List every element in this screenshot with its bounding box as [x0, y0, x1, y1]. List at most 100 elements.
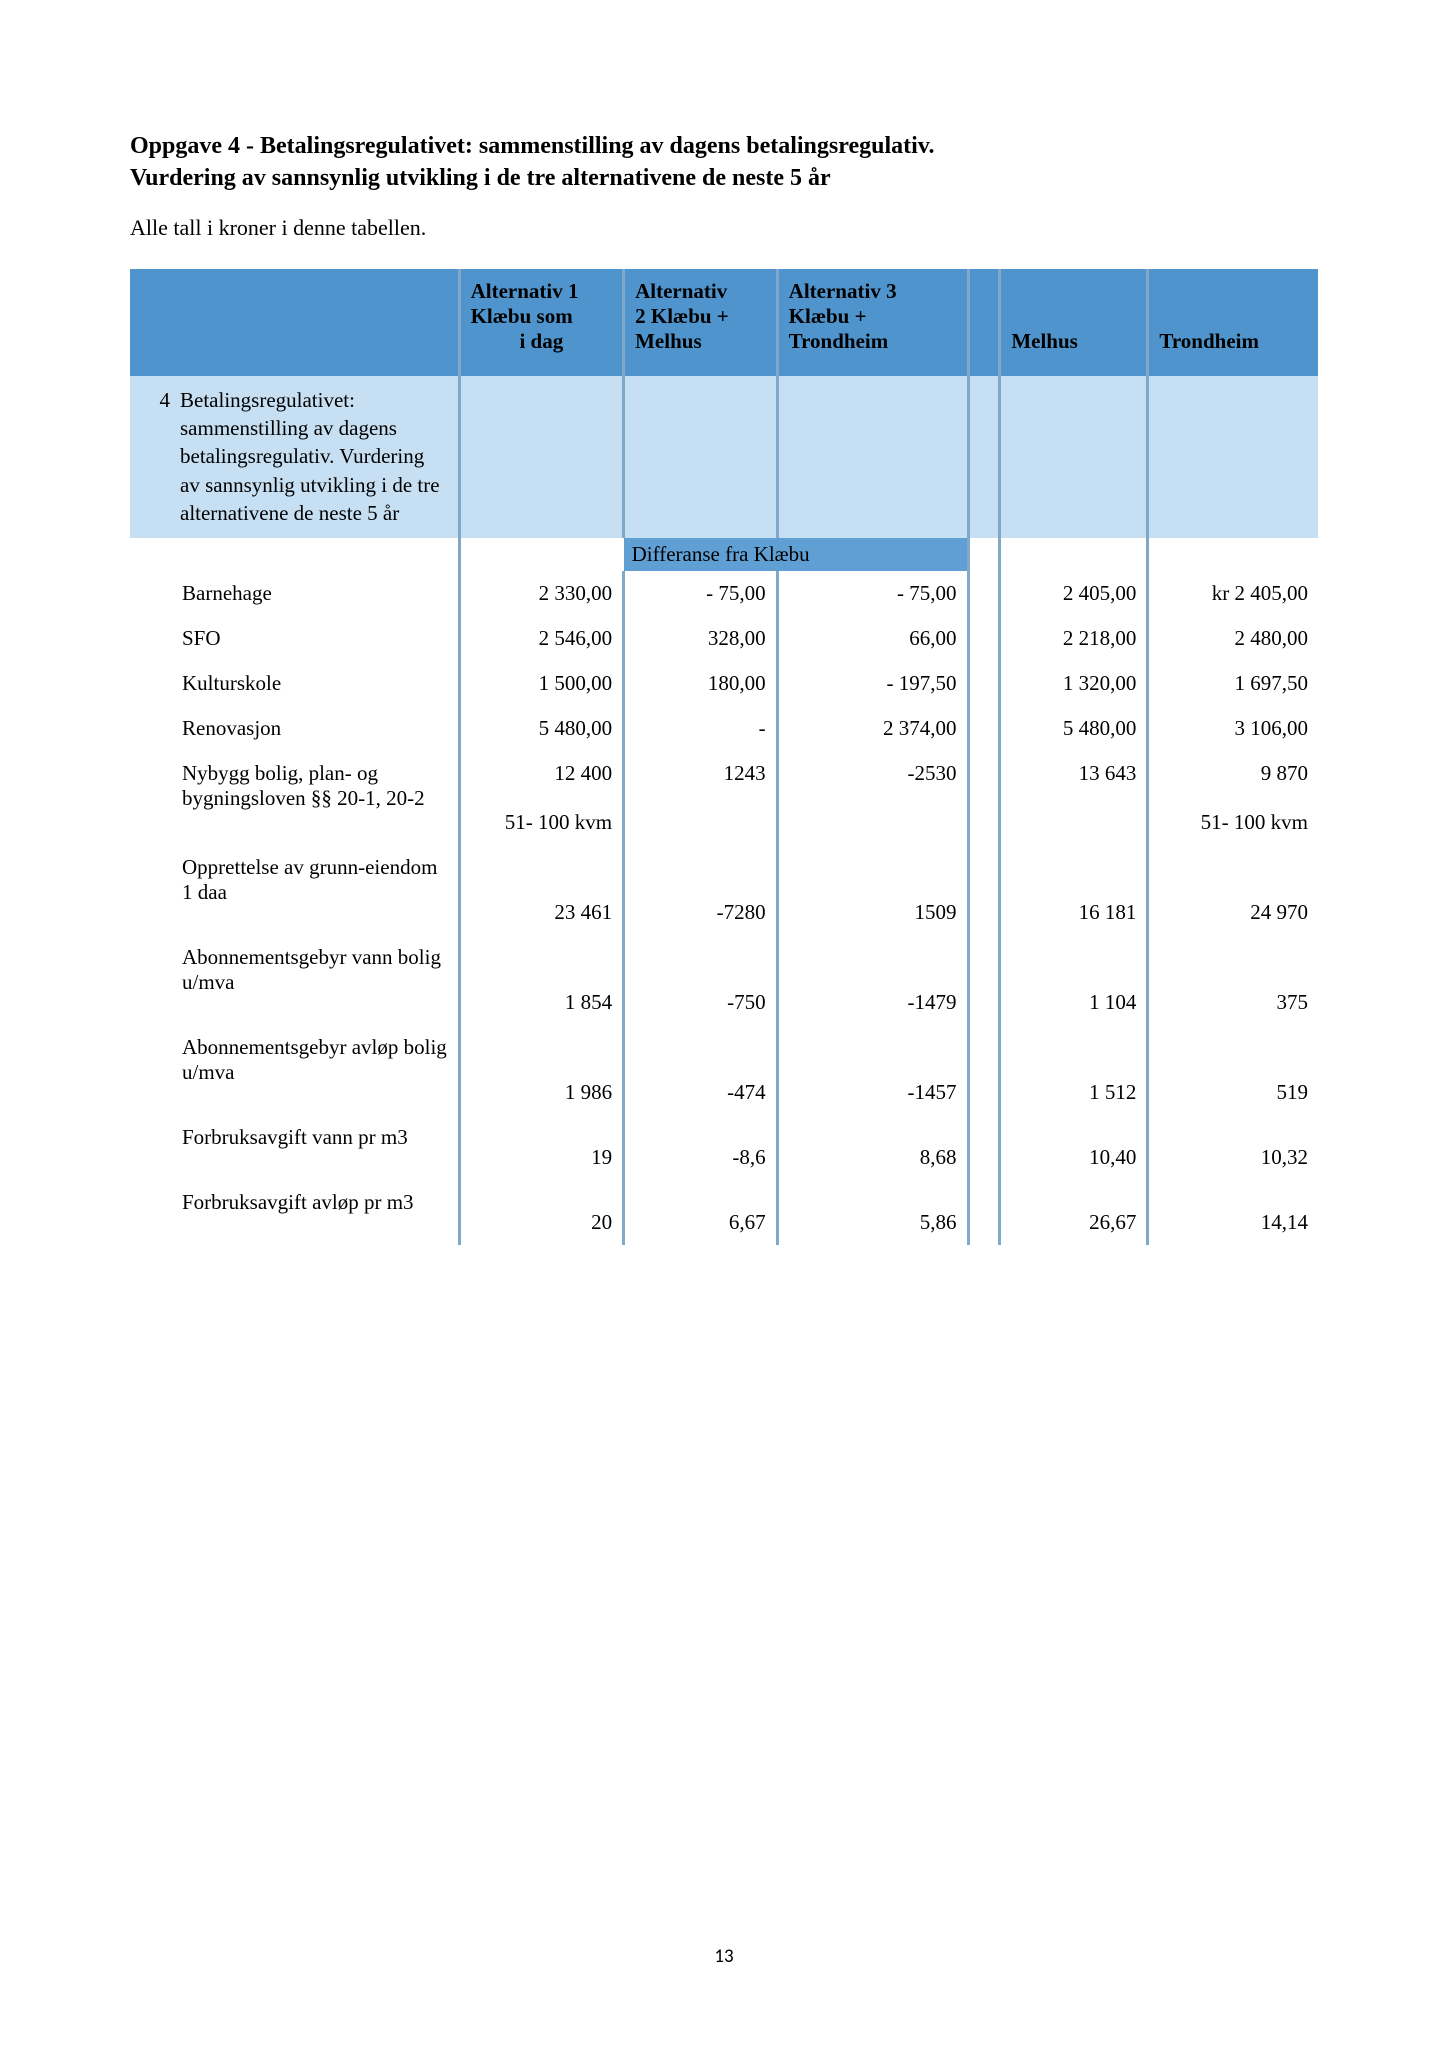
cell-alt1: 1 854 [459, 935, 624, 1025]
cell-alt3: - 75,00 [777, 571, 968, 616]
cell-alt2: -7280 [624, 845, 778, 935]
row-label: Abonnementsgebyr avløp bolig u/mva [130, 1025, 459, 1115]
cell-melhus: 26,67 [1000, 1180, 1148, 1245]
header-alt3: Alternativ 3 Klæbu + Trondheim [777, 269, 968, 376]
table-row: Forbruksavgift avløp pr m3206,675,86 26,6… [130, 1180, 1318, 1245]
header-text: Melhus [635, 329, 702, 353]
table-body: Barnehage2 330,00- 75,00- 75,002 405,00k… [130, 571, 1318, 1245]
cell-alt2: 6,67 [624, 1180, 778, 1245]
cell-alt1: 12 40051- 100 kvm [459, 751, 624, 845]
cell-melhus: 16 181 [1000, 845, 1148, 935]
cell-alt3: 66,00 [777, 616, 968, 661]
row-label: Abonnementsgebyr vann bolig u/mva [130, 935, 459, 1025]
cell-melhus: 1 512 [1000, 1025, 1148, 1115]
table-row: Opprettelse av grunn-eiendom 1 daa23 461… [130, 845, 1318, 935]
row-label: Forbruksavgift avløp pr m3 [130, 1180, 459, 1245]
cell-alt2: 328,00 [624, 616, 778, 661]
cell-alt1: 5 480,00 [459, 706, 624, 751]
cell-trondheim: kr 2 405,00 [1148, 571, 1318, 616]
cell-alt3: -1457 [777, 1025, 968, 1115]
page-number: 13 [0, 1945, 1448, 1968]
diff-empty [459, 538, 624, 571]
cell-alt1: 1 500,00 [459, 661, 624, 706]
cell-melhus: 1 104 [1000, 935, 1148, 1025]
header-trondheim: Trondheim [1148, 269, 1318, 376]
cell-melhus: 5 480,00 [1000, 706, 1148, 751]
cell-sep [968, 571, 1000, 616]
table-header-row: Alternativ 1 Klæbu som i dag Alternativ … [130, 269, 1318, 376]
cell-trondheim: 10,32 [1148, 1115, 1318, 1180]
cell-alt1: 20 [459, 1180, 624, 1245]
header-text: Klæbu som [471, 304, 573, 328]
row-label: Nybygg bolig, plan- og bygningsloven §§ … [130, 751, 459, 845]
payment-table: Alternativ 1 Klæbu som i dag Alternativ … [130, 269, 1318, 1245]
cell-trondheim: 9 87051- 100 kvm [1148, 751, 1318, 845]
header-text: Alternativ 1 [471, 279, 579, 303]
cell-trondheim: 375 [1148, 935, 1318, 1025]
cell-sep [968, 661, 1000, 706]
table-row: Kulturskole1 500,00180,00- 197,501 320,0… [130, 661, 1318, 706]
cell-trondheim: 2 480,00 [1148, 616, 1318, 661]
cell-sep [968, 1180, 1000, 1245]
cell-sep [968, 935, 1000, 1025]
cell-alt2: - 75,00 [624, 571, 778, 616]
cell-sep [968, 706, 1000, 751]
cell-alt1: 1 986 [459, 1025, 624, 1115]
cell-melhus: 13 643 [1000, 751, 1148, 845]
cell-alt1: 2 330,00 [459, 571, 624, 616]
table-row: SFO2 546,00328,0066,00 2 218,002 480,00 [130, 616, 1318, 661]
row-label: Barnehage [130, 571, 459, 616]
header-text: 2 Klæbu + [635, 304, 729, 328]
table-row: Abonnementsgebyr vann bolig u/mva1 854-7… [130, 935, 1318, 1025]
table-row: Nybygg bolig, plan- og bygningsloven §§ … [130, 751, 1318, 845]
section-cell [624, 376, 778, 538]
section-cell [1148, 376, 1318, 538]
cell-sep [968, 845, 1000, 935]
cell-alt1: 2 546,00 [459, 616, 624, 661]
cell-trondheim: 3 106,00 [1148, 706, 1318, 751]
header-text: Alternativ [635, 279, 727, 303]
cell-sep [968, 616, 1000, 661]
cell-alt3: 5,86 [777, 1180, 968, 1245]
section-cell [459, 376, 624, 538]
header-text: Alternativ 3 [789, 279, 897, 303]
row-label: Kulturskole [130, 661, 459, 706]
table-row: Abonnementsgebyr avløp bolig u/mva1 986-… [130, 1025, 1318, 1115]
table-row: Forbruksavgift vann pr m319-8,68,6810,40… [130, 1115, 1318, 1180]
cell-alt3: 1509 [777, 845, 968, 935]
cell-alt3: -2530 [777, 751, 968, 845]
row-label: Opprettelse av grunn-eiendom 1 daa [130, 845, 459, 935]
cell-trondheim: 519 [1148, 1025, 1318, 1115]
header-alt1: Alternativ 1 Klæbu som i dag [459, 269, 624, 376]
cell-sep [968, 1115, 1000, 1180]
cell-melhus: 10,40 [1000, 1115, 1148, 1180]
section-cell [777, 376, 968, 538]
diff-empty [1148, 538, 1318, 571]
header-empty [130, 269, 459, 376]
cell-trondheim: 24 970 [1148, 845, 1318, 935]
section-label-cell: 4 Betalingsregulativet: sammenstilling a… [130, 376, 459, 538]
header-text: i dag [471, 329, 613, 354]
diff-empty [1000, 538, 1148, 571]
cell-sep [968, 1025, 1000, 1115]
header-text: Trondheim [789, 329, 889, 353]
cell-melhus: 2 405,00 [1000, 571, 1148, 616]
row-label: SFO [130, 616, 459, 661]
diff-sep [968, 538, 1000, 571]
page-title: Oppgave 4 - Betalingsregulativet: sammen… [130, 130, 1318, 195]
cell-alt3: - 197,50 [777, 661, 968, 706]
diff-label: Differanse fra Klæbu [624, 538, 968, 571]
header-text: Klæbu + [789, 304, 867, 328]
section-text: Betalingsregulativet: sammenstilling av … [180, 386, 446, 528]
page-container: Oppgave 4 - Betalingsregulativet: sammen… [0, 0, 1448, 2048]
row-label: Renovasjon [130, 706, 459, 751]
cell-alt2: - [624, 706, 778, 751]
cell-alt2: -474 [624, 1025, 778, 1115]
table-row: Barnehage2 330,00- 75,00- 75,002 405,00k… [130, 571, 1318, 616]
cell-melhus: 1 320,00 [1000, 661, 1148, 706]
cell-melhus: 2 218,00 [1000, 616, 1148, 661]
diff-empty [130, 538, 459, 571]
section-row: 4 Betalingsregulativet: sammenstilling a… [130, 376, 1318, 538]
header-melhus: Melhus [1000, 269, 1148, 376]
cell-trondheim: 14,14 [1148, 1180, 1318, 1245]
